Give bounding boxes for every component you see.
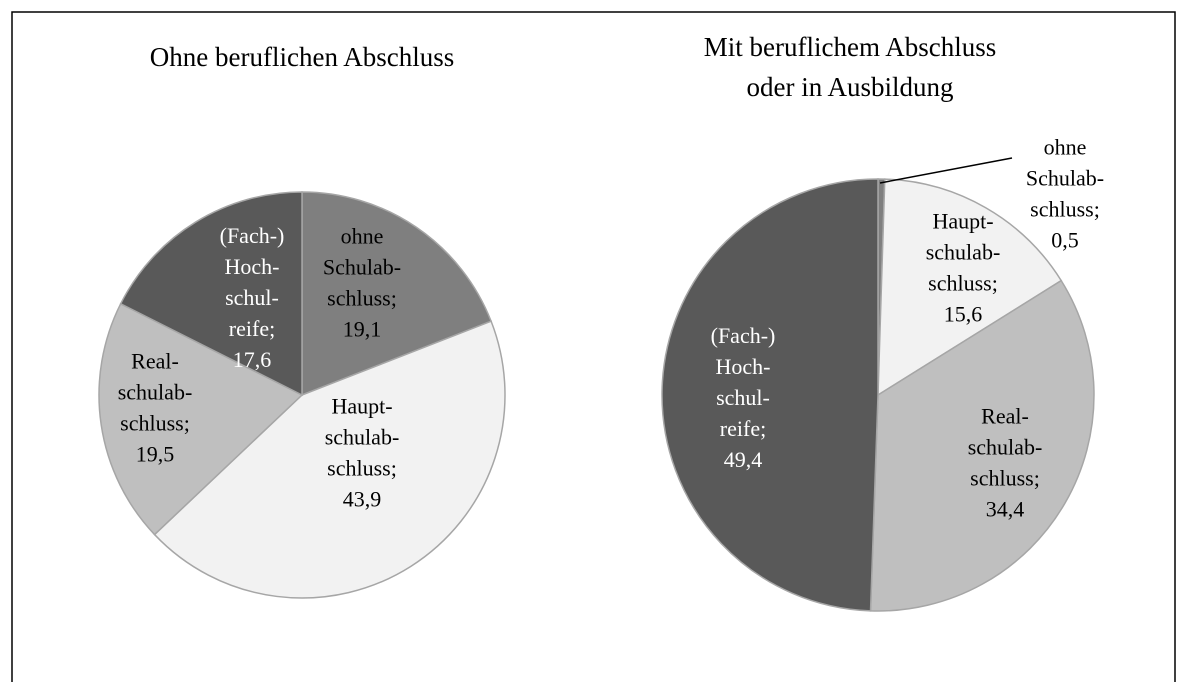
value-label: 19,5	[136, 442, 175, 467]
pie-slice	[877, 178, 1063, 397]
slice-label: Haupt-	[932, 209, 993, 234]
slice-label: schluss;	[327, 286, 397, 311]
value-label: 34,4	[986, 497, 1025, 522]
value-label: 43,9	[343, 487, 382, 512]
slice-label: (Fach-)	[220, 223, 285, 248]
slice-label: (Fach-)	[711, 323, 776, 348]
slice-label: schulab-	[325, 425, 400, 450]
pie-slice	[661, 178, 879, 612]
slice-label: schluss;	[327, 456, 397, 481]
pie-slice	[301, 191, 493, 397]
slice-label: Hoch-	[225, 254, 280, 279]
pie-slice	[119, 191, 303, 397]
chart-title: oder in Ausbildung	[747, 72, 954, 102]
slice-label: Haupt-	[331, 394, 392, 419]
slice-label: schul-	[716, 385, 770, 410]
slice-label: schluss;	[928, 271, 998, 296]
slice-label: ohne	[1044, 135, 1087, 160]
slice-label: schluss;	[120, 411, 190, 436]
value-label: 49,4	[724, 447, 763, 472]
slice-label: schluss;	[970, 466, 1040, 491]
value-label: 17,6	[233, 347, 272, 372]
slice-label: schluss;	[1030, 197, 1100, 222]
slice-label: Real-	[131, 349, 179, 374]
chart-title: Mit beruflichem Abschluss	[704, 32, 996, 62]
slice-label: Schulab-	[1026, 166, 1104, 191]
slice-label: schulab-	[926, 240, 1001, 265]
slice-label: schulab-	[968, 435, 1043, 460]
chart-title: Ohne beruflichen Abschluss	[150, 42, 454, 72]
slice-label: schul-	[225, 285, 279, 310]
frame	[11, 11, 1176, 682]
leader-line	[879, 157, 1013, 184]
slice-label: Real-	[981, 404, 1029, 429]
slice-label: schulab-	[118, 380, 193, 405]
value-label: 15,6	[944, 302, 983, 327]
value-label: 19,1	[343, 317, 382, 342]
pie-slice	[98, 302, 304, 536]
slice-label: ohne	[341, 224, 384, 249]
slice-label: Schulab-	[323, 255, 401, 280]
value-label: 0,5	[1051, 228, 1079, 253]
pie-slice	[153, 320, 506, 599]
slice-label: reife;	[229, 316, 275, 341]
slice-label: reife;	[720, 416, 766, 441]
pie-slice	[869, 279, 1095, 612]
slice-label: Hoch-	[716, 354, 771, 379]
